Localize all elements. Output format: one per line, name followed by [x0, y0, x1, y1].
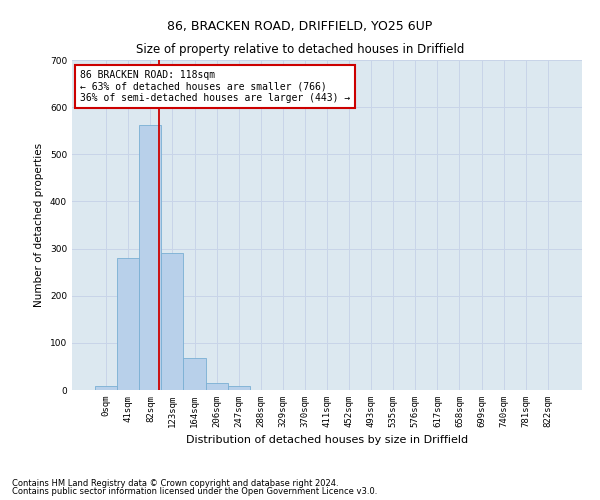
Text: 86 BRACKEN ROAD: 118sqm
← 63% of detached houses are smaller (766)
36% of semi-d: 86 BRACKEN ROAD: 118sqm ← 63% of detache… — [80, 70, 350, 103]
Text: Contains HM Land Registry data © Crown copyright and database right 2024.: Contains HM Land Registry data © Crown c… — [12, 478, 338, 488]
Bar — [117, 258, 139, 390]
Bar — [227, 386, 250, 390]
Y-axis label: Number of detached properties: Number of detached properties — [34, 143, 44, 307]
Text: 86, BRACKEN ROAD, DRIFFIELD, YO25 6UP: 86, BRACKEN ROAD, DRIFFIELD, YO25 6UP — [167, 20, 433, 33]
Bar — [161, 254, 184, 390]
Bar — [139, 125, 161, 390]
Bar — [206, 383, 227, 390]
Bar — [95, 386, 117, 390]
Text: Contains public sector information licensed under the Open Government Licence v3: Contains public sector information licen… — [12, 487, 377, 496]
X-axis label: Distribution of detached houses by size in Driffield: Distribution of detached houses by size … — [186, 436, 468, 446]
Bar — [184, 358, 206, 390]
Text: Size of property relative to detached houses in Driffield: Size of property relative to detached ho… — [136, 42, 464, 56]
